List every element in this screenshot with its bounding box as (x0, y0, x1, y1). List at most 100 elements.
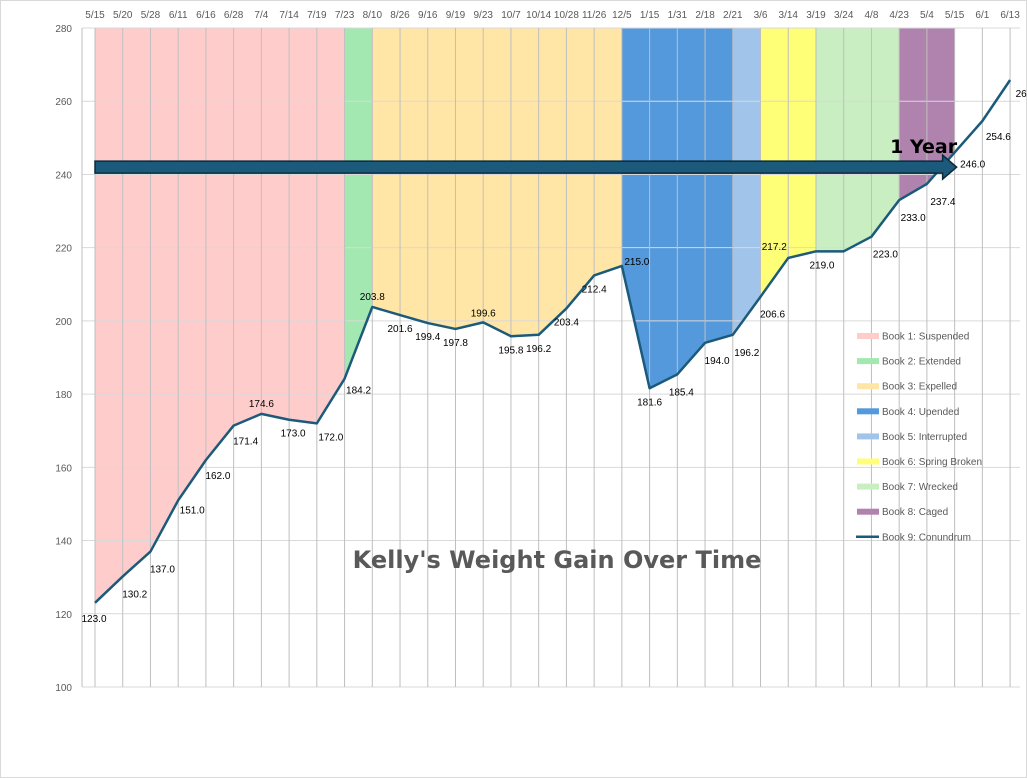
x-tick-label: 5/4 (920, 10, 934, 21)
data-label: 199.6 (471, 308, 496, 319)
legend-item: Book 1: Suspended (857, 332, 969, 343)
legend-label: Book 1: Suspended (882, 332, 969, 343)
legend-label: Book 7: Wrecked (882, 482, 958, 493)
x-tick-label: 3/24 (834, 10, 854, 21)
data-label: 162.0 (205, 471, 230, 482)
legend-item: Book 4: Upended (857, 407, 959, 418)
gridlines (81, 27, 1020, 688)
x-tick-label: 10/28 (554, 10, 579, 21)
x-tick-label: 4/23 (889, 10, 909, 21)
legend-item: Book 7: Wrecked (857, 482, 958, 493)
band-book-2 (344, 28, 373, 379)
data-label: 130.2 (122, 589, 147, 600)
x-tick-label: 5/28 (141, 10, 161, 21)
y-axis: 100 120 140 160 180 200 220 240 260 280 (55, 24, 72, 694)
x-tick-label: 6/13 (1000, 10, 1020, 21)
y-tick-label: 200 (55, 317, 72, 328)
x-tick-label: 8/26 (390, 10, 410, 21)
legend-item: Book 9: Conundrum (856, 532, 971, 543)
x-tick-label: 3/19 (806, 10, 826, 21)
data-label: 233.0 (901, 213, 926, 224)
band-book-7 (815, 28, 900, 252)
data-label: 195.8 (498, 345, 523, 356)
y-tick-label: 120 (55, 610, 72, 621)
legend-label: Book 5: Interrupted (882, 432, 967, 443)
legend-swatch (857, 333, 879, 339)
legend-swatch (857, 358, 879, 365)
x-tick-label: 9/16 (418, 10, 438, 21)
data-label: 174.6 (249, 399, 274, 410)
x-tick-label: 10/14 (526, 10, 551, 21)
x-tick-label: 2/21 (723, 10, 743, 21)
legend-item: Book 3: Expelled (857, 382, 957, 393)
data-label: 219.0 (809, 260, 834, 271)
x-tick-label: 6/11 (169, 10, 188, 21)
data-label: 181.6 (637, 397, 662, 408)
arrow-shape (94, 153, 958, 181)
legend: Book 1: Suspended Book 2: Extended Book 3:… (856, 332, 982, 543)
data-label: 199.4 (415, 332, 440, 343)
legend-swatch (857, 408, 879, 415)
legend-swatch (857, 458, 879, 465)
x-tick-label: 6/1 (975, 10, 989, 21)
legend-swatch (857, 433, 879, 440)
x-tick-label: 8/10 (363, 10, 383, 21)
one-year-arrow: 1 Year (94, 136, 958, 181)
legend-label: Book 4: Upended (882, 407, 959, 418)
y-tick-label: 180 (55, 390, 72, 401)
x-tick-label: 11/26 (582, 10, 607, 21)
series-line (94, 79, 1012, 604)
y-tick-label: 260 (55, 97, 72, 108)
x-tick-label: 7/4 (254, 10, 268, 21)
y-tick-label: 240 (55, 170, 72, 181)
data-label: 212.4 (582, 284, 607, 295)
x-tick-label: 5/15 (85, 10, 105, 21)
data-label: 217.2 (762, 242, 787, 253)
legend-item: Book 6: Spring Broken (857, 457, 982, 468)
legend-label: Book 8: Caged (882, 507, 948, 518)
data-label: 184.2 (346, 386, 371, 397)
x-tick-label: 1/31 (668, 10, 688, 21)
legend-label: Book 2: Extended (882, 357, 961, 368)
data-label: 265.8 (1016, 89, 1027, 100)
legend-swatch (857, 483, 879, 490)
y-tick-label: 220 (55, 244, 72, 255)
y-tick-label: 140 (55, 537, 72, 548)
x-tick-label: 7/14 (279, 10, 299, 21)
y-tick-label: 100 (55, 683, 72, 694)
x-tick-label: 6/16 (196, 10, 216, 21)
data-label: 237.4 (930, 197, 955, 208)
legend-swatch (857, 383, 879, 390)
band-book-3 (372, 28, 622, 337)
legend-item: Book 5: Interrupted (857, 432, 967, 443)
data-label: 197.8 (443, 338, 468, 349)
y-tick-label: 280 (55, 24, 72, 35)
data-label: 223.0 (873, 250, 898, 261)
data-label: 196.2 (734, 348, 759, 359)
data-label: 196.2 (526, 344, 551, 355)
x-tick-label: 7/19 (307, 10, 327, 21)
x-tick-label: 2/18 (695, 10, 715, 21)
legend-label: Book 6: Spring Broken (882, 457, 982, 468)
y-tick-label: 160 (55, 463, 72, 474)
data-label: 246.0 (960, 159, 985, 170)
x-tick-label: 10/7 (501, 10, 521, 21)
data-label: 172.0 (318, 432, 343, 443)
data-label: 171.4 (233, 437, 258, 448)
x-tick-label: 9/19 (446, 10, 466, 21)
data-label: 215.0 (624, 257, 649, 268)
arrow-label: 1 Year (890, 136, 958, 158)
band-book-5 (732, 28, 761, 335)
x-tick-label: 9/23 (473, 10, 493, 21)
x-tick-label: 4/8 (864, 10, 878, 21)
legend-item: Book 8: Caged (857, 507, 948, 518)
data-label: 201.6 (388, 324, 413, 335)
data-label: 206.6 (760, 310, 785, 321)
data-label: 203.8 (360, 292, 385, 303)
x-tick-label: 6/28 (224, 10, 244, 21)
data-label: 151.0 (180, 505, 205, 516)
x-tick-label: 5/15 (945, 10, 965, 21)
chart-title: Kelly's Weight Gain Over Time (353, 546, 762, 574)
data-label: 173.0 (281, 429, 306, 440)
